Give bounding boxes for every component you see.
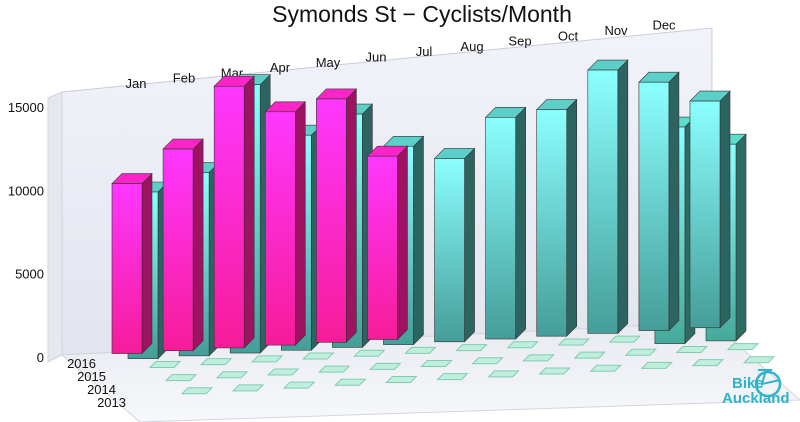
logo-line-1: Bike <box>732 375 764 392</box>
y-tick-label: 10000 <box>8 183 44 198</box>
empty-cell-marker <box>608 335 642 343</box>
bar <box>536 98 578 337</box>
chart-title: Symonds St − Cyclists/Month <box>272 1 572 27</box>
bike-auckland-logo: Bike Auckland <box>722 360 800 418</box>
series-axis-label: 2015 <box>77 369 106 384</box>
empty-cell-marker <box>404 346 437 354</box>
empty-cell-marker <box>231 384 265 392</box>
bicycle-icon <box>754 369 782 398</box>
empty-cell-marker <box>487 370 520 378</box>
empty-cell-marker <box>250 355 284 363</box>
empty-cell-marker <box>573 351 606 359</box>
empty-cell-marker <box>164 374 198 382</box>
empty-cell-marker <box>726 343 760 351</box>
category-label: Feb <box>173 71 195 86</box>
logo-line-2: Auckland <box>722 390 790 407</box>
category-label: Sep <box>508 34 531 49</box>
empty-cell-marker <box>334 378 367 386</box>
bar <box>111 172 153 355</box>
category-label: Apr <box>270 60 291 75</box>
empty-cell-marker <box>318 365 351 373</box>
bar <box>366 145 409 341</box>
empty-cell-marker <box>522 354 555 362</box>
empty-cell-marker <box>420 360 453 368</box>
series-axis-label: 2016 <box>67 356 96 371</box>
empty-cell-marker <box>675 345 709 353</box>
empty-cell-marker <box>589 364 622 372</box>
y-tick-label: 15000 <box>8 100 44 115</box>
empty-cell-marker <box>199 358 233 366</box>
empty-cell-marker <box>148 360 182 368</box>
category-label: Oct <box>558 28 579 43</box>
bar <box>689 90 731 329</box>
category-label: Nov <box>604 23 628 38</box>
empty-cell-marker <box>742 356 776 364</box>
empty-cell-marker <box>385 375 418 383</box>
empty-cell-marker <box>353 349 386 357</box>
series-axis-label: 2013 <box>97 395 126 410</box>
category-axis: Jan Feb Mar Apr May Jun Jul Aug Sep Oct Nov Dec <box>126 18 677 91</box>
bar <box>484 106 527 340</box>
empty-cell-marker <box>266 368 300 376</box>
empty-cell-markers <box>148 330 776 395</box>
bars <box>111 59 747 360</box>
bar <box>264 101 306 346</box>
category-label: Jul <box>416 44 433 59</box>
empty-cell-marker <box>369 362 402 370</box>
category-label: Dec <box>652 18 676 33</box>
empty-cell-marker <box>691 359 725 367</box>
left-wall <box>47 91 63 363</box>
category-label: May <box>316 55 341 70</box>
empty-cell-marker <box>471 357 504 365</box>
empty-cell-marker <box>180 387 214 395</box>
bar <box>213 75 255 349</box>
bar <box>638 71 680 332</box>
bar <box>162 138 204 352</box>
empty-cell-marker <box>215 371 249 379</box>
empty-cell-marker <box>302 352 335 360</box>
empty-cell-marker <box>624 348 658 356</box>
empty-cell-marker <box>538 367 571 375</box>
bar <box>587 59 629 335</box>
category-label: Aug <box>460 39 483 54</box>
empty-cell-marker <box>640 361 674 369</box>
bar <box>433 147 476 343</box>
empty-cell-marker <box>282 381 316 389</box>
empty-cell-marker <box>455 344 488 352</box>
bar <box>315 88 358 344</box>
category-label: Jun <box>366 50 387 65</box>
empty-cell-marker <box>557 338 590 346</box>
empty-cell-marker <box>436 373 469 381</box>
y-tick-label: 0 <box>37 350 44 365</box>
empty-cell-marker <box>506 341 539 349</box>
y-tick-label: 5000 <box>15 267 44 282</box>
y-axis: 0 5000 10000 15000 <box>8 100 44 365</box>
series-axis-label: 2014 <box>87 382 116 397</box>
category-label: Jan <box>126 76 147 91</box>
